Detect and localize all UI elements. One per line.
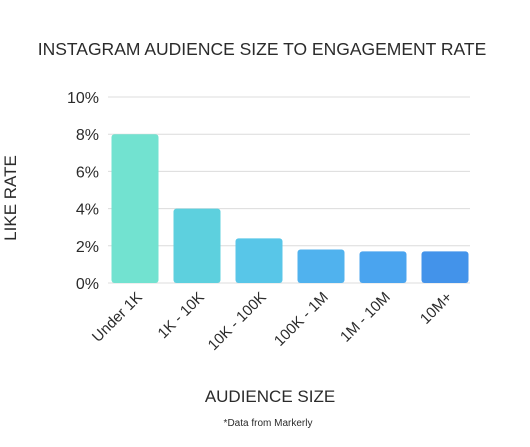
- bar: [359, 251, 407, 283]
- bar: [111, 134, 159, 283]
- y-axis-label: LIKE RATE: [1, 155, 20, 241]
- y-tick-label: 0%: [76, 276, 99, 293]
- x-axis-label: AUDIENCE SIZE: [205, 387, 335, 406]
- bar: [173, 208, 221, 283]
- y-tick-label: 6%: [76, 164, 99, 181]
- y-tick-labels: 0% 2% 4% 6% 8% 10%: [67, 90, 99, 293]
- y-tick-label: 8%: [76, 127, 99, 144]
- x-tick-label: 100K - 1M: [271, 289, 332, 350]
- x-tick-label: 10K - 100K: [205, 289, 270, 354]
- y-tick-label: 10%: [67, 90, 99, 107]
- x-tick-label: 1M - 10M: [337, 289, 394, 346]
- bar: [297, 249, 345, 283]
- x-tick-label: 1K - 10K: [155, 289, 208, 342]
- x-tick-label: 10M+: [417, 289, 456, 328]
- bars: [111, 134, 469, 283]
- y-tick-label: 2%: [76, 239, 99, 256]
- x-tick-label: Under 1K: [89, 289, 146, 346]
- chart-title: INSTAGRAM AUDIENCE SIZE TO ENGAGEMENT RA…: [38, 39, 487, 59]
- y-tick-label: 4%: [76, 202, 99, 219]
- gridlines: [108, 96, 470, 284]
- bar: [421, 251, 469, 283]
- footnote: *Data from Markerly: [224, 418, 313, 429]
- bar: [235, 238, 283, 283]
